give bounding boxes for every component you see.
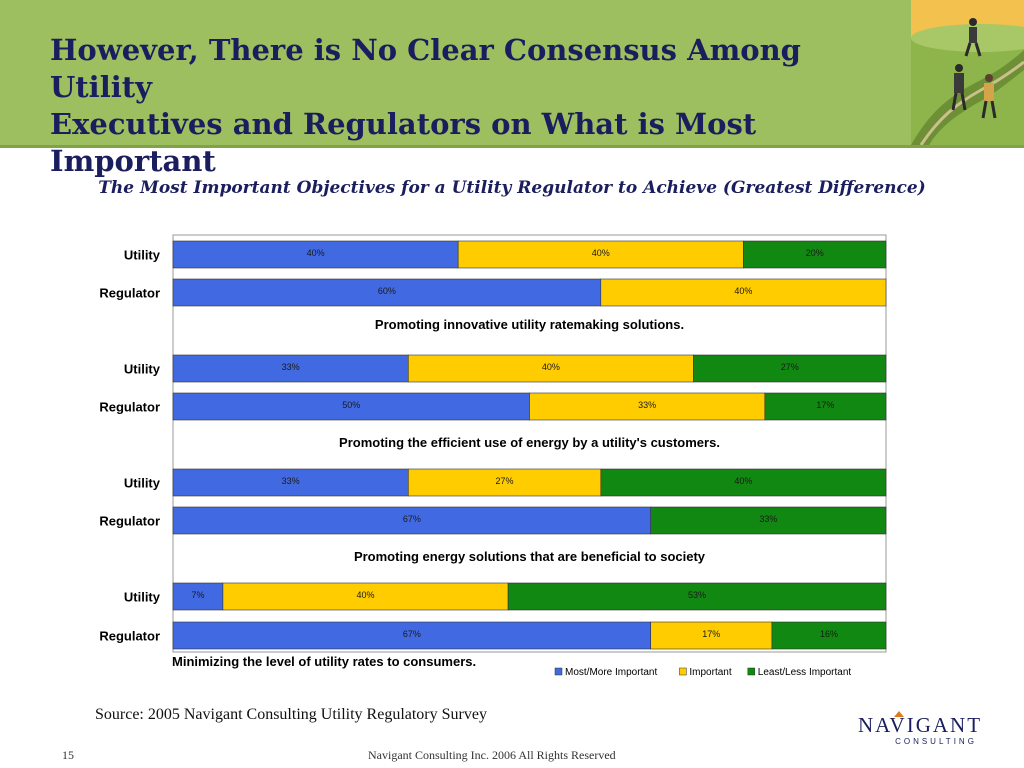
bar-segment — [600, 278, 887, 307]
data-label: 16% — [820, 629, 838, 639]
logo-wordmark: NAVIGANT — [858, 713, 982, 737]
bar-segment — [600, 468, 887, 497]
data-label: 40% — [542, 362, 560, 372]
bar-segment — [693, 354, 887, 383]
category-label: Regulator — [99, 629, 160, 644]
data-label: 40% — [734, 286, 752, 296]
slide-title-line-1: However, There is No Clear Consensus Amo… — [50, 33, 801, 104]
logo-accent-icon — [894, 711, 904, 717]
bar-segment — [650, 621, 773, 650]
bar-segment — [529, 392, 766, 421]
group-label: Promoting innovative utility ratemaking … — [375, 317, 684, 332]
category-label: Regulator — [99, 400, 160, 415]
data-label: 33% — [282, 362, 300, 372]
header-divider — [0, 145, 1024, 148]
data-label: 27% — [781, 362, 799, 372]
category-label: Utility — [124, 590, 161, 605]
legend-label: Important — [689, 667, 731, 678]
data-label: 40% — [592, 248, 610, 258]
slide-title-line-2: Executives and Regulators on What is Mos… — [50, 107, 757, 178]
data-label: 60% — [378, 286, 396, 296]
chart-title: The Most Important Objectives for a Util… — [98, 178, 926, 198]
data-label: 67% — [403, 514, 421, 524]
bar-segment — [407, 468, 602, 497]
page-number: 15 — [62, 748, 74, 762]
header-band — [0, 0, 1024, 145]
category-label: Regulator — [99, 514, 160, 529]
bar-segment — [507, 582, 887, 611]
bar-segment — [172, 392, 530, 421]
group-label: Promoting energy solutions that are bene… — [354, 549, 706, 564]
bar-segment — [222, 582, 509, 611]
bar-segment — [172, 506, 652, 535]
source-note: Source: 2005 Navigant Consulting Utility… — [95, 706, 487, 723]
data-label: 33% — [638, 400, 656, 410]
bar-segment — [457, 240, 744, 269]
category-label: Utility — [124, 476, 161, 491]
legend-label: Least/Less Important — [758, 667, 852, 678]
bar-segment — [172, 621, 652, 650]
bar-segment — [407, 354, 694, 383]
category-label: Regulator — [99, 286, 160, 301]
data-label: 67% — [403, 629, 421, 639]
data-label: 33% — [759, 514, 777, 524]
logo-subtext: CONSULTING — [895, 737, 977, 746]
category-label: Utility — [124, 362, 161, 377]
slide-title: However, There is No Clear Consensus Amo… — [50, 32, 910, 180]
bar-segment — [743, 240, 887, 269]
data-label: 20% — [806, 248, 824, 258]
bar-segment — [650, 506, 887, 535]
data-label: 40% — [307, 248, 325, 258]
data-label: 7% — [191, 590, 204, 600]
data-label: 50% — [342, 400, 360, 410]
data-label: 53% — [688, 590, 706, 600]
bar-segment — [771, 621, 887, 650]
stacked-bar-chart: Utility 40% 40% 20% Regulator 60% 40% Utility 33… — [99, 234, 887, 678]
data-label: 17% — [816, 400, 834, 410]
navigant-logo: NAVIGANT CONSULTING — [858, 711, 982, 746]
data-label: 40% — [734, 476, 752, 486]
bar-segment — [172, 582, 224, 611]
bar-segment — [172, 278, 602, 307]
group-label: Minimizing the level of utility rates to… — [172, 654, 476, 669]
category-label: Utility — [124, 248, 161, 263]
data-label: 27% — [496, 476, 514, 486]
legend-label: Most/More Important — [565, 667, 657, 678]
bar-segment — [172, 468, 409, 497]
data-label: 40% — [357, 590, 375, 600]
legend-swatch — [679, 667, 687, 676]
bar-segment — [764, 392, 887, 421]
data-label: 33% — [282, 476, 300, 486]
copyright-footer: Navigant Consulting Inc. 2006 All Rights… — [368, 748, 616, 762]
bar-segment — [172, 240, 459, 269]
group-label: Promoting the efficient use of energy by… — [339, 435, 720, 450]
data-label: 17% — [702, 629, 720, 639]
legend-swatch — [747, 667, 756, 676]
road-walkers-illustration — [911, 0, 1024, 145]
legend-swatch — [554, 667, 563, 676]
